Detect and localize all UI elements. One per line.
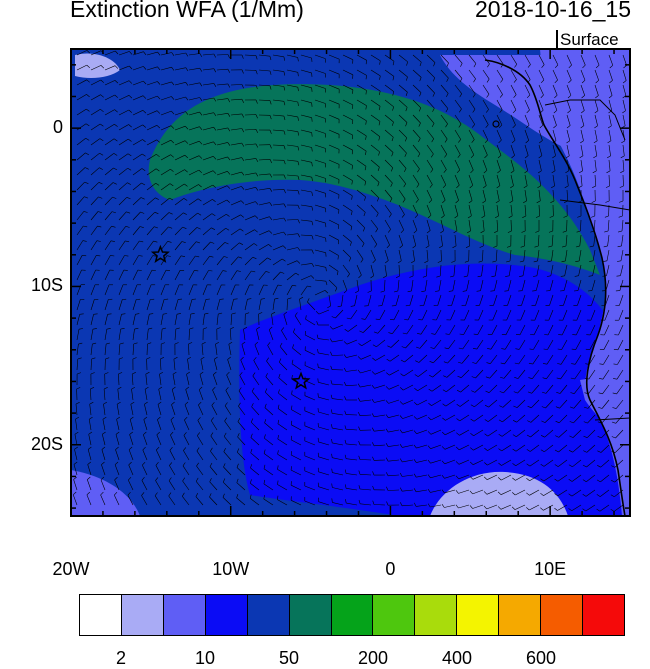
y-tick-label: 0 [3,117,63,138]
colorbar-box [206,595,248,635]
colorbar-label: 2 [91,648,151,669]
colorbar-box [499,595,541,635]
colorbar-label: 50 [259,648,319,669]
colorbar-label: 10 [175,648,235,669]
y-tick-label: 10S [3,275,63,296]
colorbar-box [415,595,457,635]
colorbar-box [122,595,164,635]
x-tick-label: 20W [36,559,106,580]
x-tick-label: 10W [196,559,266,580]
x-tick-label: 0 [355,559,425,580]
colorbar-box [80,595,122,635]
colorbar-box [332,595,374,635]
colorbar-label: 600 [511,648,571,669]
colorbar [79,594,625,636]
colorbar-box [373,595,415,635]
colorbar-label: 400 [427,648,487,669]
colorbar-box [164,595,206,635]
colorbar-box [541,595,583,635]
colorbar-box [248,595,290,635]
colorbar-label: 200 [343,648,403,669]
y-tick-label: 20S [3,434,63,455]
x-tick-label: 10E [515,559,585,580]
colorbar-box [583,595,624,635]
map-field [71,49,630,516]
colorbar-box [457,595,499,635]
colorbar-box [290,595,332,635]
